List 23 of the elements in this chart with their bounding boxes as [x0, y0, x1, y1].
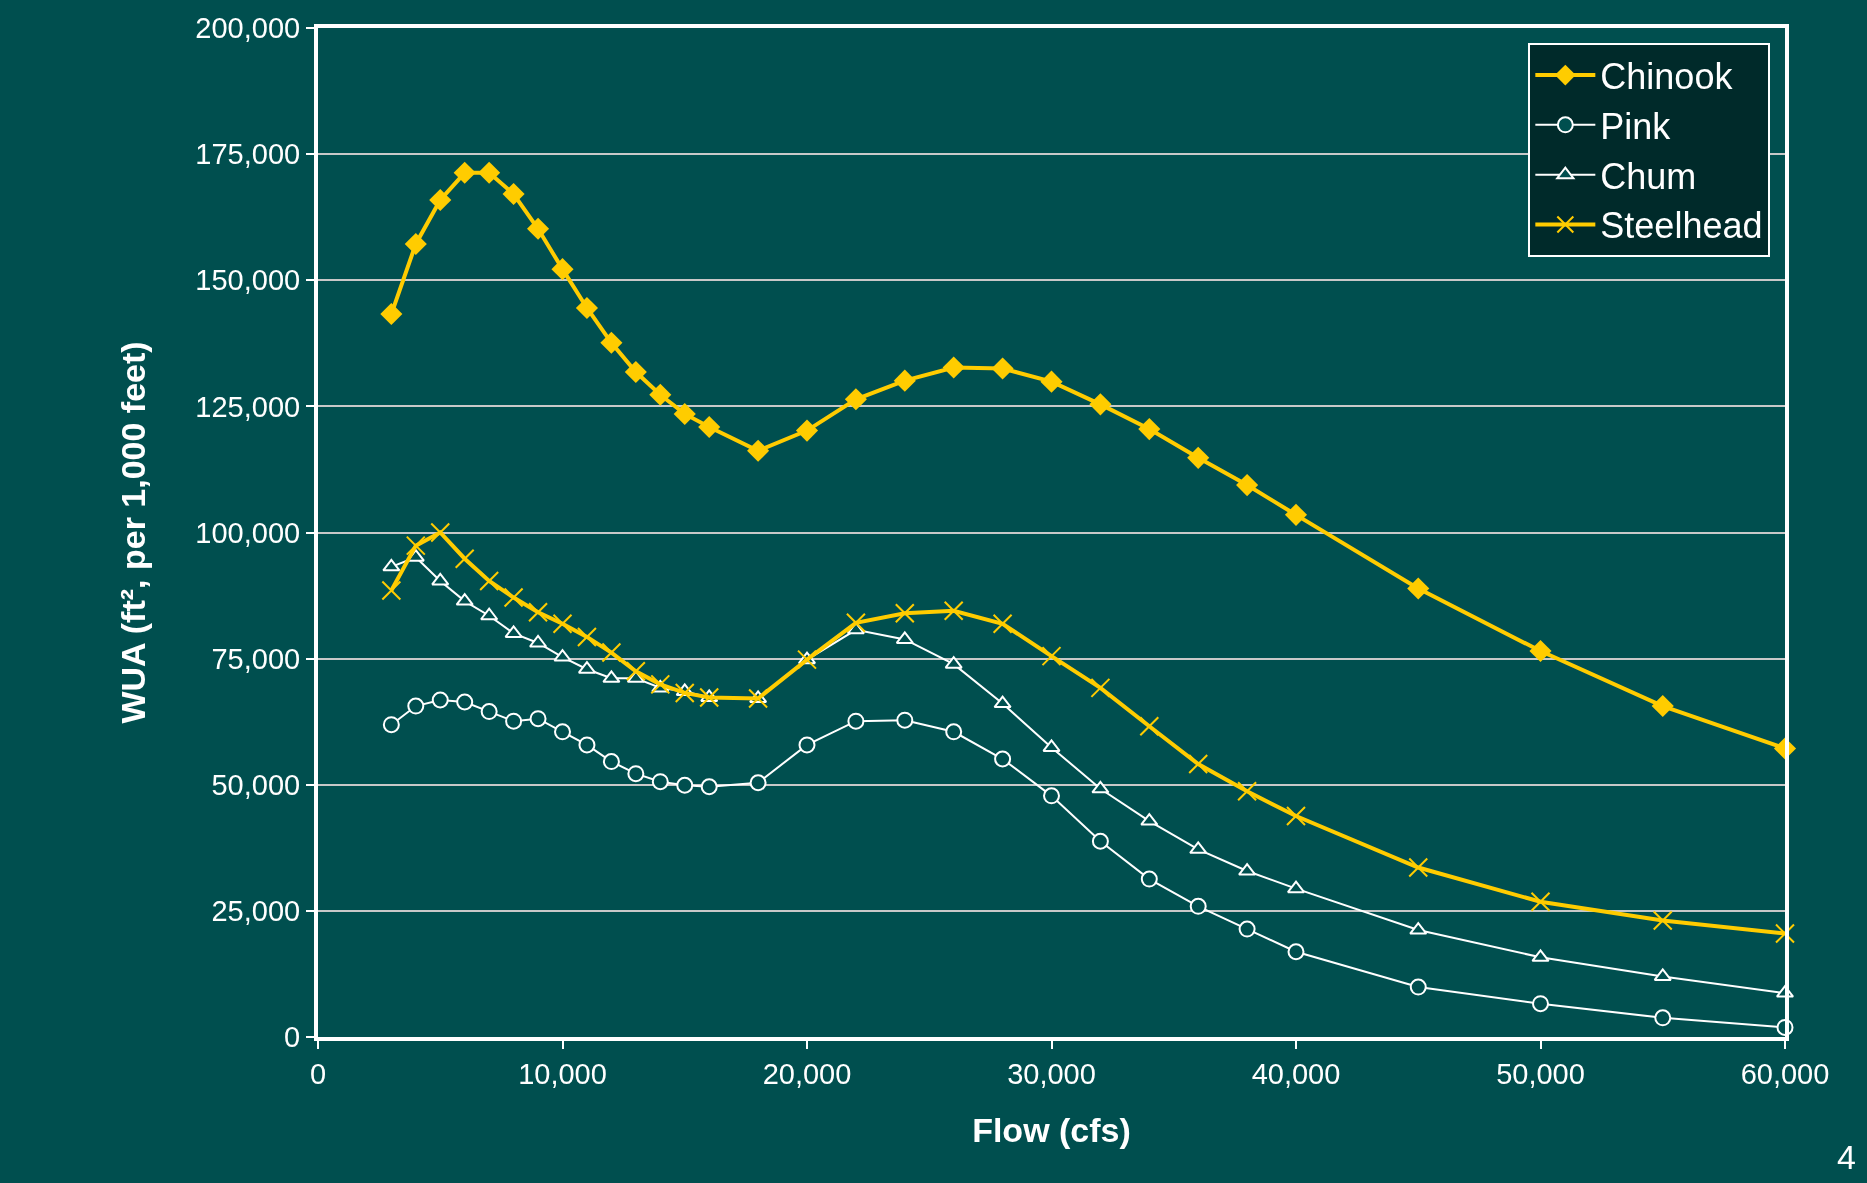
x-tick-label: 50,000	[1496, 1057, 1585, 1090]
y-tick-label: 50,000	[211, 768, 301, 801]
y-tick-label: 75,000	[211, 642, 301, 675]
x-tick-label: 0	[309, 1057, 327, 1090]
y-tick-label: 0	[284, 1021, 301, 1054]
x-tick-label: 30,000	[1007, 1057, 1096, 1090]
legend-label: Pink	[1600, 105, 1672, 147]
legend-label: Chinook	[1600, 56, 1734, 98]
x-tick-label: 20,000	[762, 1057, 852, 1090]
x-tick-label: 40,000	[1251, 1057, 1341, 1090]
x-axis-title: Flow (cfs)	[972, 1110, 1131, 1149]
y-tick-label: 25,000	[211, 895, 301, 928]
y-tick-label: 125,000	[195, 390, 301, 423]
x-tick-label: 10,000	[518, 1057, 607, 1090]
y-axis-title: WUA (ft², per 1,000 feet)	[114, 341, 153, 724]
text: 4	[1837, 1138, 1856, 1176]
legend-label: Chum	[1600, 155, 1697, 197]
y-tick-label: 175,000	[195, 138, 301, 171]
y-tick-label: 100,000	[195, 516, 301, 549]
y-tick-label: 200,000	[195, 12, 301, 45]
y-tick-label: 150,000	[195, 264, 301, 297]
x-tick-label: 60,000	[1740, 1057, 1830, 1090]
legend-label: Steelhead	[1600, 205, 1763, 247]
